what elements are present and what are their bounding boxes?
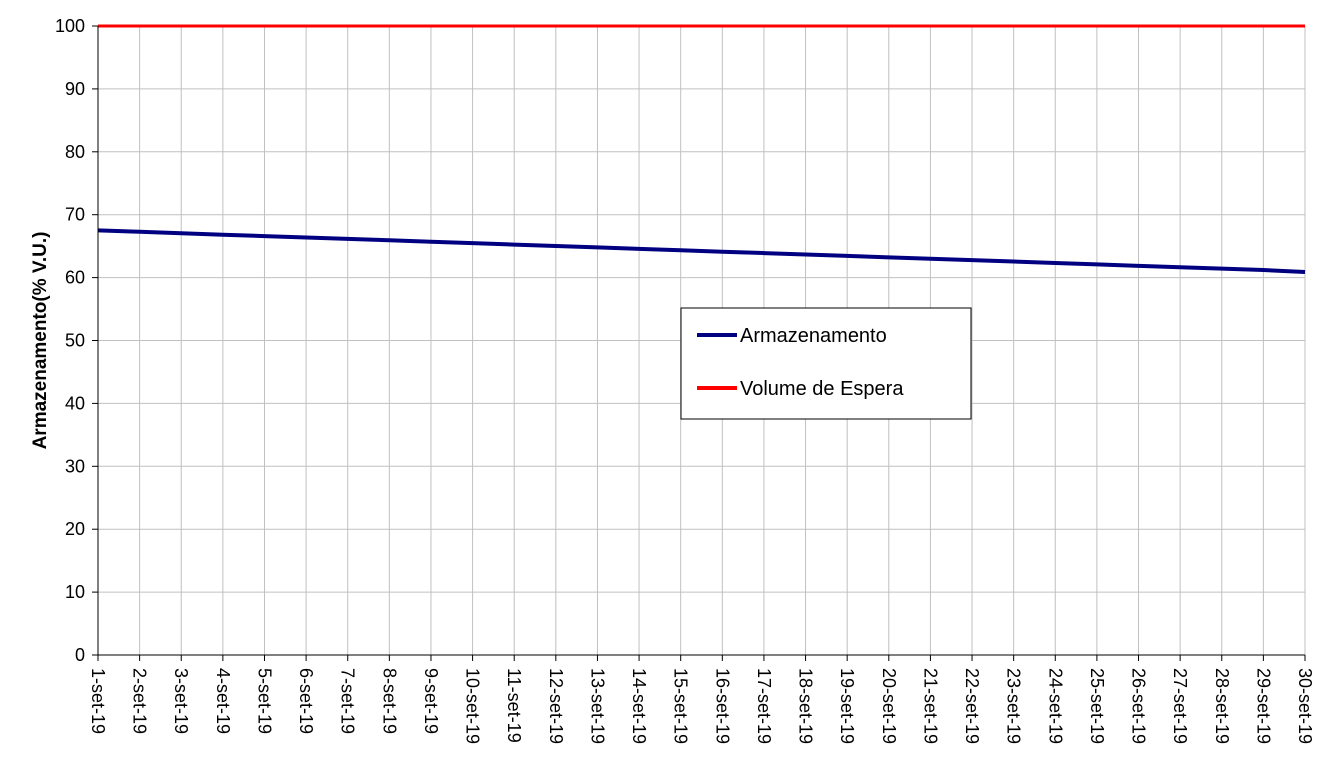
legend-label-1: Volume de Espera: [740, 378, 904, 400]
x-tick-label: 7-set-19: [338, 668, 358, 734]
x-tick-label: 5-set-19: [254, 668, 274, 734]
y-tick-label: 90: [65, 79, 85, 99]
x-tick-label: 12-set-19: [546, 668, 566, 744]
y-tick-label: 20: [65, 519, 85, 539]
y-tick-label: 100: [55, 16, 85, 36]
x-tick-label: 28-set-19: [1212, 668, 1232, 744]
x-tick-label: 22-set-19: [962, 668, 982, 744]
x-tick-label: 2-set-19: [130, 668, 150, 734]
legend-box: [680, 307, 972, 420]
y-tick-label: 40: [65, 393, 85, 413]
x-tick-label: 6-set-19: [296, 668, 316, 734]
x-tick-label: 3-set-19: [171, 668, 191, 734]
x-tick-label: 26-set-19: [1129, 668, 1149, 744]
y-tick-label: 30: [65, 456, 85, 476]
x-tick-label: 1-set-19: [88, 668, 108, 734]
x-tick-label: 27-set-19: [1170, 668, 1190, 744]
x-tick-label: 4-set-19: [213, 668, 233, 734]
x-tick-label: 30-set-19: [1295, 668, 1315, 744]
y-tick-label: 70: [65, 205, 85, 225]
x-tick-label: 16-set-19: [712, 668, 732, 744]
y-tick-label: 80: [65, 142, 85, 162]
x-tick-labels: 1-set-19 2-set-19 3-set-19 4-set-19 5-set-19…: [88, 668, 1315, 744]
y-tick-label: 10: [65, 582, 85, 602]
x-tick-label: 13-set-19: [587, 668, 607, 744]
y-tick-label: 0: [75, 645, 85, 665]
x-tick-label: 25-set-19: [1087, 668, 1107, 744]
x-tick-label: 14-set-19: [629, 668, 649, 744]
series-line-0: [97, 228, 1306, 274]
x-tick-label: 21-set-19: [920, 668, 940, 744]
y-tick-label: 50: [65, 331, 85, 351]
x-tick-label: 29-set-19: [1253, 668, 1273, 744]
x-tick-label: 9-set-19: [421, 668, 441, 734]
x-tick-label: 8-set-19: [379, 668, 399, 734]
x-tick-label: 24-set-19: [1045, 668, 1065, 744]
x-tick-label: 20-set-19: [879, 668, 899, 744]
legend-label-0: Armazenamento: [740, 325, 887, 347]
axes: [92, 25, 1306, 661]
y-tick-labels: 0 10 20 30 40 50 60 70 80 90 100: [55, 16, 85, 665]
x-tick-label: 17-set-19: [754, 668, 774, 744]
x-tick-label: 11-set-19: [504, 668, 524, 743]
x-tick-label: 23-set-19: [1004, 668, 1024, 744]
x-tick-label: 18-set-19: [796, 668, 816, 744]
y-axis-label: Armazenamento(% V.U.): [30, 232, 51, 450]
legend: Armazenamento Volume de Espera: [680, 307, 972, 420]
x-tick-label: 15-set-19: [671, 668, 691, 744]
x-tick-label: 10-set-19: [463, 668, 483, 744]
series-layer: [97, 24, 1306, 274]
y-tick-label: 60: [65, 268, 85, 288]
x-tick-label: 19-set-19: [837, 668, 857, 744]
